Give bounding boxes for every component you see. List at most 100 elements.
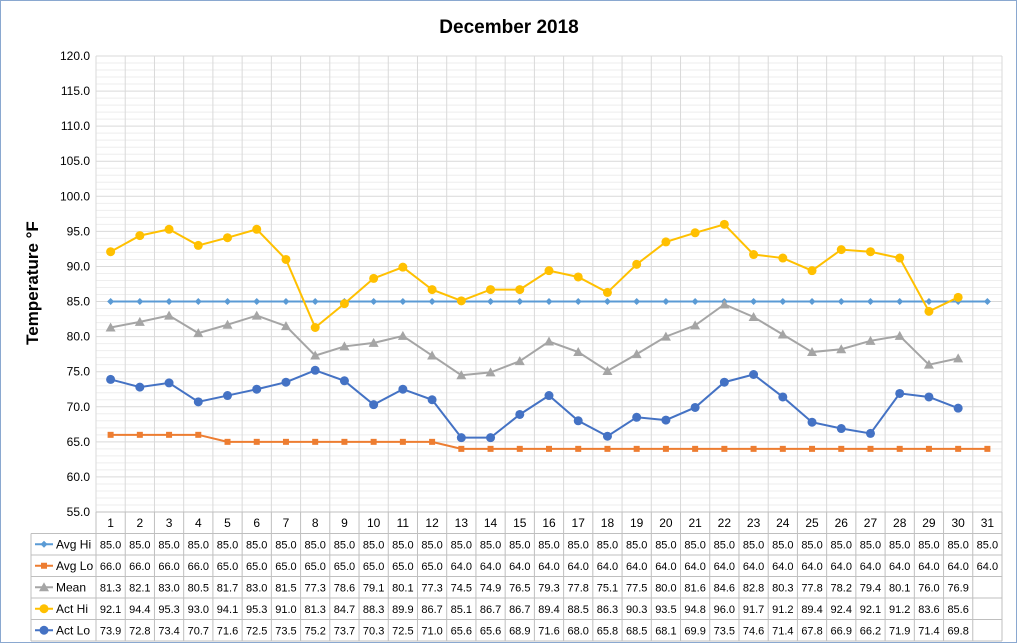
x-tick-label: 31 [981,516,995,530]
table-cell: 65.6 [451,625,472,637]
data-point-avg-hi [925,298,933,306]
series-line-act-lo [110,369,959,439]
series-line-mean [110,303,959,377]
table-cell: 85.0 [538,539,559,551]
data-point-act-lo [456,433,466,443]
data-point-act-hi [719,219,729,229]
data-point-act-hi [310,322,320,332]
data-point-mean [573,347,584,357]
x-tick-label: 29 [922,516,936,530]
table-cell: 70.3 [363,625,384,637]
data-point-act-lo [661,415,671,425]
y-tick-label: 55.0 [67,505,91,519]
data-point-avg-lo [721,445,728,452]
data-point-avg-lo [575,445,582,452]
data-point-mean [894,330,905,340]
legend-series-name: Act Lo [56,623,90,637]
data-point-act-hi [193,240,203,250]
table-cell: 81.3 [100,582,121,594]
table-cell: 93.5 [655,604,676,616]
data-point-avg-hi [808,298,816,306]
table-cell: 95.3 [246,604,267,616]
data-point-act-lo [252,384,262,394]
data-point-mean [953,353,964,363]
data-point-mean [251,310,262,320]
table-cell: 85.0 [129,539,150,551]
data-point-mean [807,347,818,357]
data-point-mean [719,299,730,309]
data-point-act-hi [807,266,817,276]
data-point-avg-hi [136,298,144,306]
table-cell: 85.0 [977,539,998,551]
table-cell: 65.8 [597,625,618,637]
data-point-act-lo [135,382,145,392]
legend-key-marker [39,625,49,635]
legend-key-marker [39,582,49,592]
data-point-mean [602,365,613,375]
table-cell: 76.5 [509,582,530,594]
data-point-avg-lo [925,445,932,452]
data-point-act-hi [486,285,496,295]
data-point-avg-lo [809,445,816,452]
y-tick-label: 105.0 [60,154,90,168]
data-point-act-hi [135,231,145,241]
data-point-avg-lo [546,445,552,452]
table-cell: 95.3 [158,604,179,616]
data-point-act-hi [953,292,963,302]
data-point-act-lo [398,384,408,394]
legend-series-name: Avg Lo [56,559,93,573]
table-cell: 65.0 [363,561,384,573]
data-point-mean [748,311,759,321]
x-tick-label: 3 [166,516,173,530]
table-cell: 70.7 [188,625,209,637]
x-tick-label: 24 [776,516,790,530]
table-cell: 78.6 [334,582,355,594]
table-cell: 64.0 [743,561,764,573]
data-point-act-lo [836,424,846,434]
data-point-avg-lo [984,445,991,452]
x-tick-label: 13 [455,516,469,530]
data-point-avg-hi [779,298,787,306]
table-cell: 85.0 [801,539,822,551]
table-cell: 85.0 [246,539,267,551]
table-cell: 85.0 [568,539,589,551]
table-cell: 84.7 [334,604,355,616]
x-tick-label: 26 [835,516,849,530]
table-cell: 72.5 [246,625,267,637]
data-point-act-lo [369,400,379,410]
series-lines [105,219,991,452]
data-point-avg-lo [224,438,231,445]
data-point-avg-hi [253,298,261,306]
x-tick-label: 22 [718,516,732,530]
table-cell: 84.6 [714,582,735,594]
table-cell: 64.0 [860,561,881,573]
table-cell: 75.2 [304,625,325,637]
table-cell: 69.9 [684,625,705,637]
data-point-avg-hi [574,298,582,306]
table-cell: 76.0 [918,582,939,594]
table-cell: 73.7 [334,625,355,637]
table-cell: 85.0 [509,539,530,551]
data-point-avg-lo [838,445,845,452]
data-point-act-lo [924,392,934,402]
data-point-avg-hi [866,298,874,306]
data-point-avg-hi [837,298,845,306]
y-tick-label: 110.0 [61,119,90,133]
data-point-avg-hi [107,298,115,306]
data-point-mean [923,359,934,369]
y-tick-label: 75.0 [67,365,91,379]
table-cell: 91.0 [275,604,296,616]
table-cell: 81.7 [217,582,238,594]
x-tick-label: 12 [425,516,439,530]
x-tick-label: 4 [195,516,202,530]
data-point-act-lo [339,376,349,386]
table-cell: 64.0 [889,561,910,573]
table-cell: 66.0 [188,561,209,573]
table-cell: 64.0 [451,561,472,573]
table-cell: 77.3 [421,582,442,594]
data-point-act-hi [924,306,934,316]
data-point-mean [456,370,467,380]
data-point-act-hi [515,285,525,295]
